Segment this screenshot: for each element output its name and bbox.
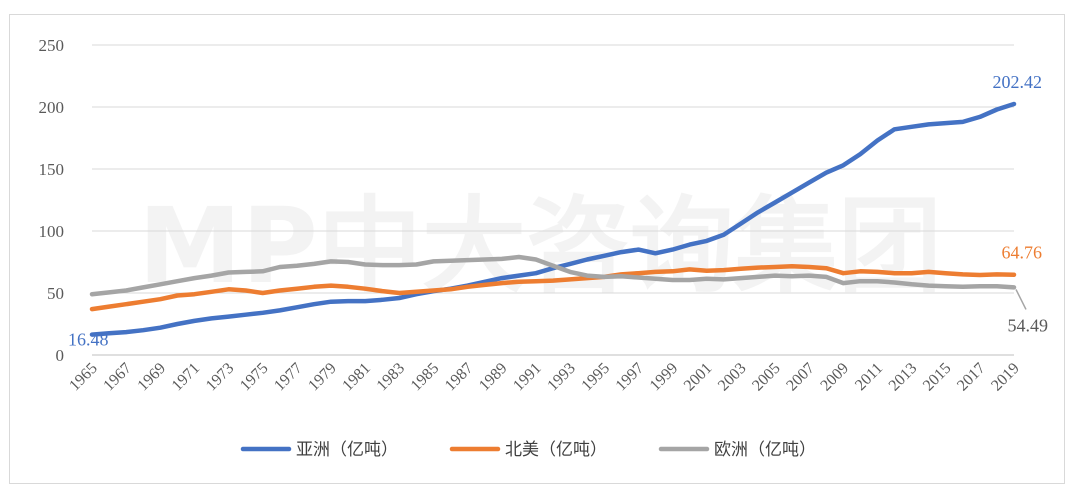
legend: 亚洲（亿吨） 北美（亿吨） 欧洲（亿吨） xyxy=(240,440,816,460)
x-tick-label-2013: 2013 xyxy=(886,360,921,395)
x-tick-label-1983: 1983 xyxy=(374,360,409,395)
chart-frame xyxy=(9,14,1065,484)
series-line-1 xyxy=(89,101,1017,337)
x-tick-label-2017: 2017 xyxy=(954,360,989,395)
x-tick-label-2015: 2015 xyxy=(920,360,955,395)
data-labels: 202.42 16.48 64.76 54.49 xyxy=(68,72,1048,350)
x-tick-label-1991: 1991 xyxy=(510,360,545,395)
watermark: MP中大咨询集团 xyxy=(138,185,942,307)
series-lines xyxy=(89,101,1017,337)
y-tick-label-0: 0 xyxy=(56,346,65,365)
series-line-3 xyxy=(89,254,1017,297)
x-tick-label-1985: 1985 xyxy=(408,360,443,395)
data-label-north-america-end: 64.76 xyxy=(1002,243,1043,263)
y-axis-ticks: 0 50 100 150 200 250 xyxy=(39,36,65,365)
x-tick-label-2001: 2001 xyxy=(681,360,716,395)
x-tick-label-2011: 2011 xyxy=(852,360,886,394)
y-tick-label-200: 200 xyxy=(39,98,65,117)
legend-label-1: 亚洲（亿吨） xyxy=(296,440,398,460)
x-tick-label-1975: 1975 xyxy=(237,360,272,395)
x-tick-label-1973: 1973 xyxy=(203,360,238,395)
x-axis: 1965 1967 1969 1971 1973 1975 1977 1979 1981 1983… xyxy=(66,354,1023,395)
x-tick-label-1971: 1971 xyxy=(169,360,204,395)
x-tick-label-1967: 1967 xyxy=(100,360,135,395)
x-tick-label-1993: 1993 xyxy=(544,360,579,395)
x-tick-label-1965: 1965 xyxy=(66,360,101,395)
y-tick-label-250: 250 xyxy=(39,36,65,55)
data-label-asia-start: 16.48 xyxy=(68,330,109,350)
x-tick-label-2009: 2009 xyxy=(817,360,852,395)
x-tick-label-2019: 2019 xyxy=(988,360,1023,395)
y-tick-label-100: 100 xyxy=(39,222,65,241)
legend-label-2: 北美（亿吨） xyxy=(505,440,607,460)
series-line-2 xyxy=(89,264,1017,312)
leader-line-europe xyxy=(1015,289,1027,310)
x-tick-label-1995: 1995 xyxy=(578,360,613,395)
legend-label-3: 欧洲（亿吨） xyxy=(714,440,816,460)
x-tick-label-1999: 1999 xyxy=(647,360,682,395)
x-tick-label-1987: 1987 xyxy=(442,360,477,395)
y-tick-label-150: 150 xyxy=(39,160,65,179)
data-label-asia-end: 202.42 xyxy=(993,72,1043,92)
x-tick-label-1989: 1989 xyxy=(476,360,511,395)
x-tick-label-1979: 1979 xyxy=(305,360,340,395)
x-tick-label-1969: 1969 xyxy=(134,360,169,395)
x-tick-label-1977: 1977 xyxy=(271,360,306,395)
y-tick-label-50: 50 xyxy=(47,284,64,303)
x-tick-label-2003: 2003 xyxy=(715,360,750,395)
x-tick-label-1997: 1997 xyxy=(613,360,648,395)
x-tick-label-2007: 2007 xyxy=(783,360,818,395)
x-tick-label-2005: 2005 xyxy=(749,360,784,395)
data-label-europe-end: 54.49 xyxy=(1008,315,1049,335)
x-tick-label-1981: 1981 xyxy=(339,360,374,395)
